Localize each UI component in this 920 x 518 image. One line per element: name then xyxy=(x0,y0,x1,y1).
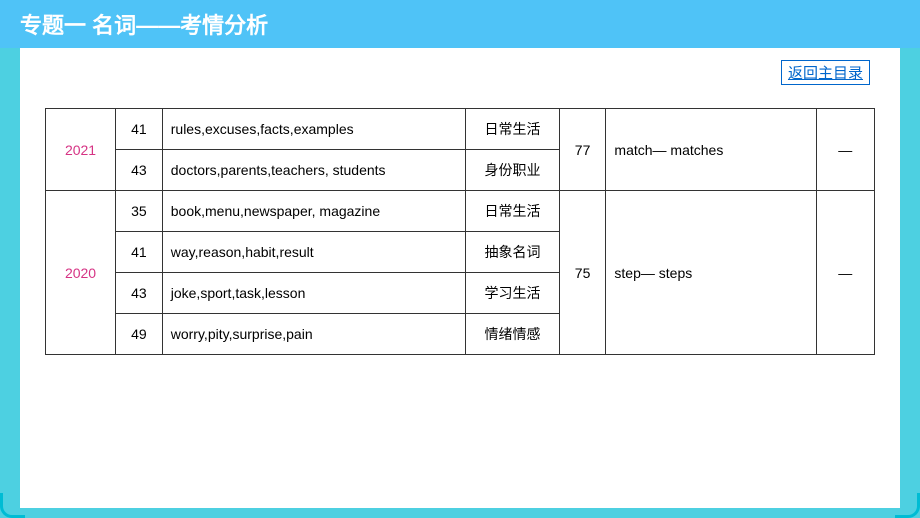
analysis-table: 2021 41 rules,excuses,facts,examples 日常生… xyxy=(45,108,875,355)
category-cell: 抽象名词 xyxy=(466,232,559,273)
category-cell: 身份职业 xyxy=(466,150,559,191)
words-cell: way,reason,habit,result xyxy=(162,232,466,273)
question-num-cell: 35 xyxy=(116,191,163,232)
year-cell: 2020 xyxy=(46,191,116,355)
table-row: 2021 41 rules,excuses,facts,examples 日常生… xyxy=(46,109,875,150)
content-area: 返回主目录 2021 41 rules,excuses,facts,exampl… xyxy=(20,48,900,508)
transform-cell: match— matches xyxy=(606,109,816,191)
question-num-cell: 49 xyxy=(116,314,163,355)
question-num-cell: 43 xyxy=(116,273,163,314)
dash-cell: — xyxy=(816,191,874,355)
words-cell: rules,excuses,facts,examples xyxy=(162,109,466,150)
corner-decoration-bl xyxy=(0,493,25,518)
corner-decoration-br xyxy=(895,493,920,518)
question-num2-cell: 75 xyxy=(559,191,606,355)
question-num-cell: 41 xyxy=(116,109,163,150)
question-num2-cell: 77 xyxy=(559,109,606,191)
table-row: 2020 35 book,menu,newspaper, magazine 日常… xyxy=(46,191,875,232)
category-cell: 日常生活 xyxy=(466,191,559,232)
year-cell: 2021 xyxy=(46,109,116,191)
transform-cell: step— steps xyxy=(606,191,816,355)
words-cell: doctors,parents,teachers, students xyxy=(162,150,466,191)
question-num-cell: 41 xyxy=(116,232,163,273)
category-cell: 日常生活 xyxy=(466,109,559,150)
words-cell: joke,sport,task,lesson xyxy=(162,273,466,314)
return-main-link[interactable]: 返回主目录 xyxy=(781,60,870,85)
category-cell: 学习生活 xyxy=(466,273,559,314)
category-cell: 情绪情感 xyxy=(466,314,559,355)
question-num-cell: 43 xyxy=(116,150,163,191)
dash-cell: — xyxy=(816,109,874,191)
words-cell: book,menu,newspaper, magazine xyxy=(162,191,466,232)
words-cell: worry,pity,surprise,pain xyxy=(162,314,466,355)
page-header: 专题一 名词——考情分析 xyxy=(0,0,920,48)
header-title: 专题一 名词——考情分析 xyxy=(20,13,268,38)
